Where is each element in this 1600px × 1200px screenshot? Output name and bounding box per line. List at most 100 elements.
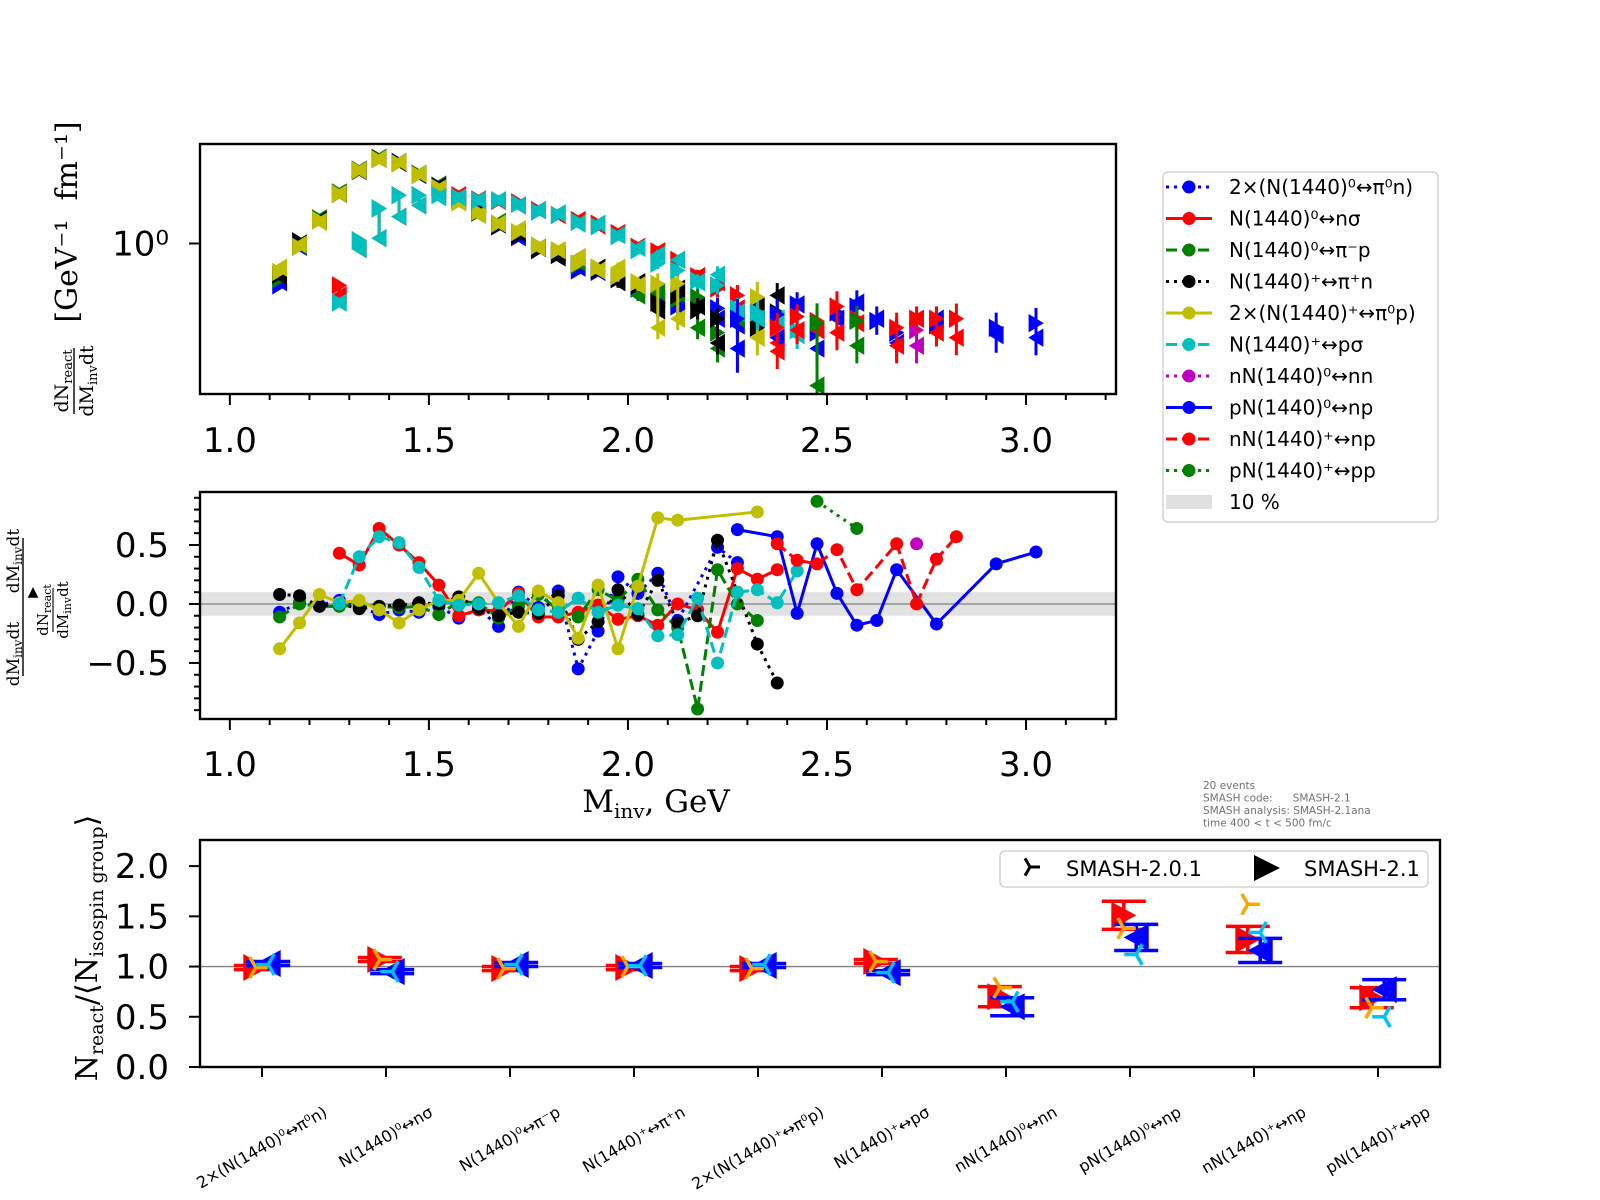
ratio-label-term-main: dM	[4, 565, 24, 593]
tri-spoke	[1010, 1000, 1020, 1013]
x-tick-label: 2.5	[800, 745, 854, 785]
ratio-frame	[198, 490, 1118, 721]
ratio-point	[531, 584, 545, 598]
tri-spoke	[1240, 893, 1250, 906]
ratio-point	[890, 563, 904, 577]
legend-marker-dot	[1182, 464, 1196, 477]
ratio-point	[711, 533, 725, 547]
y-label-mid: /⟨N	[70, 957, 105, 1005]
marker-triangle-left	[371, 228, 387, 248]
ratio-point	[651, 618, 665, 632]
marker-triangle-left	[590, 261, 606, 280]
legend-label-smash-2-0-1: SMASH-2.0.1	[1066, 857, 1202, 881]
marker-triangle-left	[908, 309, 924, 328]
marker-triangle-left	[669, 250, 686, 270]
legend-item: pN(1440)⁺↔pp	[1166, 459, 1376, 483]
marker-triangle-left	[849, 336, 865, 355]
ratio-point	[929, 617, 943, 631]
marker-triangle-left	[689, 318, 706, 338]
tri-spoke	[1023, 857, 1032, 868]
spectrum-chart: 1.0 1.5 2.0 2.5 3.0 10⁰	[112, 142, 1118, 461]
marker-triangle-right	[650, 274, 666, 293]
marker-tri-right	[1364, 996, 1384, 1020]
y-label-tail: ⟩	[70, 815, 105, 827]
marker-tri-left	[504, 953, 524, 976]
marker-triangle-right	[710, 309, 726, 328]
normalized-plot-area	[200, 893, 1440, 1029]
y-tick-label: 0.5	[115, 998, 169, 1038]
ratio-label-inner-den-main: dM	[54, 614, 72, 639]
ratio-point	[452, 598, 466, 612]
annotation-line: 20 events	[1203, 780, 1255, 792]
tri-spoke	[762, 953, 772, 966]
legend-marker-dot	[1182, 275, 1196, 288]
ratio-point	[850, 618, 864, 632]
ratio-point	[591, 624, 605, 638]
marker-triangle-left	[650, 245, 666, 265]
ratio-point	[910, 597, 924, 611]
tri-spoke	[744, 957, 754, 970]
marker-triangle-left	[1123, 923, 1149, 951]
ratio-label-term: dMinvdt	[4, 529, 25, 594]
annotation-line: SMASH analysis: SMASH-2.1ana	[1203, 805, 1371, 817]
marker-triangle-left	[351, 161, 367, 180]
marker-triangle-right	[789, 307, 805, 326]
ratio-point	[671, 628, 685, 642]
y-label-den-main: dM	[76, 385, 98, 417]
normalized-frame	[198, 838, 1442, 1069]
ratio-point	[472, 566, 486, 580]
normalized-series	[248, 893, 1384, 1020]
legend-rows: 2×(N(1440)⁰↔π⁰n) N(1440)⁰↔nσ N(1440)⁰↔π⁻p N…	[1166, 175, 1416, 514]
ratio-point	[730, 523, 744, 537]
marker-triangle-right	[749, 287, 766, 307]
legend-marker-dot	[1182, 369, 1196, 383]
ratio-point	[711, 625, 725, 639]
tri-spoke	[266, 953, 276, 966]
ratio-point	[850, 583, 864, 597]
marker-triangle-left	[829, 323, 845, 342]
legend-label: pN(1440)⁰↔np	[1229, 396, 1373, 420]
ratio-point	[392, 598, 406, 612]
tri-spoke	[496, 967, 506, 980]
tri-spoke	[1116, 917, 1126, 930]
run-info-annotation: 20 events SMASH code: SMASH-2.1 SMASH an…	[1203, 780, 1371, 830]
ratio-point	[949, 530, 963, 544]
tri-spoke	[1023, 866, 1032, 877]
ratio-label-term-tail: dt	[4, 622, 24, 640]
x-tick-label: 2.0	[601, 745, 655, 785]
ratio-point	[571, 591, 585, 605]
marker-triangle-right	[411, 185, 427, 205]
ratio-point	[631, 602, 645, 616]
ratio-point	[332, 597, 346, 611]
legend-label: 10 %	[1229, 490, 1280, 514]
ratio-series	[770, 530, 963, 611]
ratio-point	[890, 537, 904, 551]
marker-triangle-right	[829, 297, 845, 316]
ratio-point	[750, 572, 764, 586]
marker-tri-right	[1116, 917, 1136, 940]
marker-triangle-right	[849, 311, 865, 331]
marker-triangle-left	[888, 336, 905, 355]
tri-spoke	[620, 965, 630, 978]
marker-triangle-right	[730, 309, 746, 328]
marker-triangle-left	[271, 258, 288, 277]
ratio-point	[611, 583, 625, 597]
ratio-point	[810, 537, 824, 551]
y-tick-label: 10⁰	[112, 224, 169, 264]
ratio-label-term-sub: inv	[11, 639, 25, 658]
tri-spoke	[372, 958, 382, 971]
marker-tri-left	[380, 960, 400, 983]
x-tick-label: 1.0	[203, 421, 257, 461]
x-tick-label: 1.5	[402, 421, 456, 461]
marker-triangle-left	[669, 309, 686, 328]
ratio-label-inner-den-tail: dt	[54, 581, 72, 597]
legend-label: 2×(N(1440)⁰↔π⁰n)	[1229, 175, 1413, 199]
triangle-marker-icon: ▲	[28, 584, 39, 600]
x-tick-label: 2.5	[800, 421, 854, 461]
annotation-line: time 400 < t < 500 fm/c	[1203, 818, 1332, 830]
reaction-legend: 2×(N(1440)⁰↔π⁰n) N(1440)⁰↔nσ N(1440)⁰↔π⁻p N…	[1162, 171, 1439, 523]
tri-spoke	[514, 963, 524, 976]
legend-box	[1162, 171, 1439, 523]
ratio-point	[273, 588, 287, 602]
marker-triangle-left	[470, 190, 487, 210]
